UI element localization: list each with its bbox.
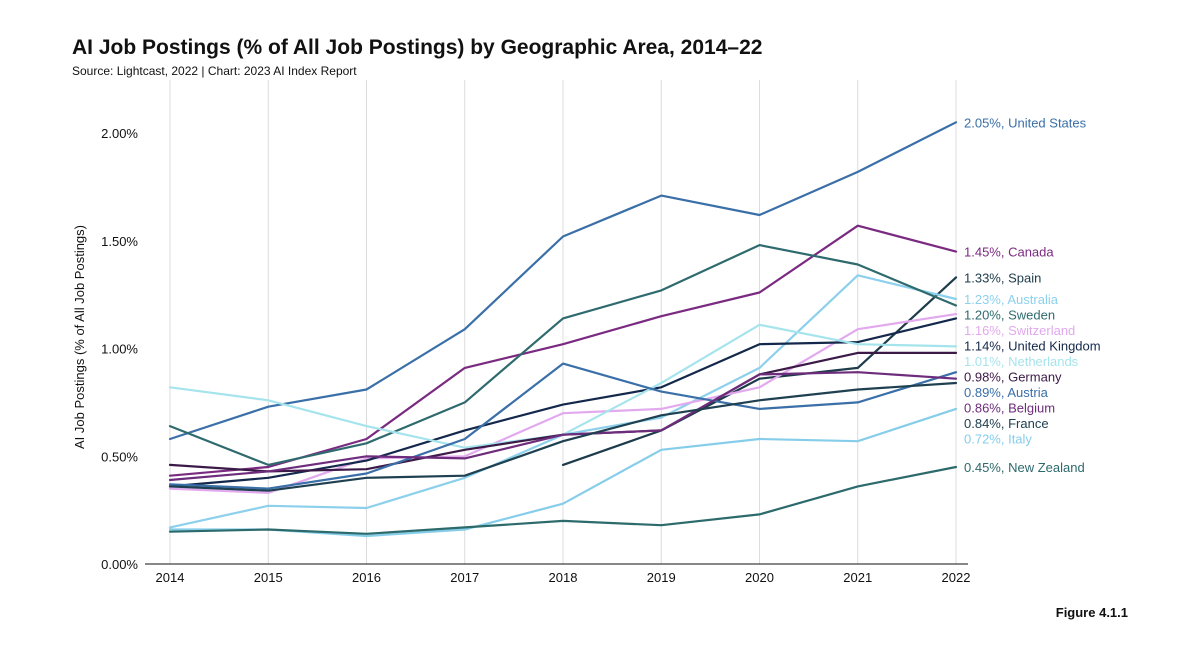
end-label-australia: 1.23%, Australia: [964, 292, 1059, 307]
x-tick-label: 2021: [843, 570, 872, 585]
end-label-germany: 0.98%, Germany: [964, 369, 1062, 384]
end-label-sweden: 1.20%, Sweden: [964, 307, 1055, 322]
series-line-france: [168, 381, 958, 492]
x-tick-label: 2018: [549, 570, 578, 585]
end-label-united-kingdom: 1.14%, United Kingdom: [964, 338, 1101, 353]
series-line-spain: [561, 276, 958, 466]
series-line-new-zealand: [168, 465, 958, 535]
end-label-spain: 1.33%, Spain: [964, 270, 1041, 285]
end-label-france: 0.84%, France: [964, 416, 1049, 431]
end-label-new-zealand: 0.45%, New Zealand: [964, 460, 1085, 475]
figure-label: Figure 4.1.1: [1055, 605, 1128, 620]
y-tick-label: 2.00%: [101, 126, 138, 141]
end-label-canada: 1.45%, Canada: [964, 245, 1054, 260]
series-line-austria: [168, 362, 958, 490]
end-labels: 2.05%, United States 1.45%, Canada 1.33%, …: [964, 115, 1101, 475]
x-tick-label: 2019: [647, 570, 676, 585]
series-line-belgium: [168, 371, 958, 482]
y-tick-label: 1.50%: [101, 234, 138, 249]
end-label-belgium: 0.86%, Belgium: [964, 400, 1055, 415]
chart-title: AI Job Postings (% of All Job Postings) …: [72, 36, 763, 59]
end-label-netherlands: 1.01%, Netherlands: [964, 354, 1079, 369]
x-tick-label: 2015: [254, 570, 283, 585]
series-lines: [168, 121, 958, 538]
y-axis-title: AI Job Postings (% of All Job Postings): [72, 225, 87, 449]
x-tick-label: 2022: [942, 570, 971, 585]
x-tick-label: 2017: [450, 570, 479, 585]
series-line-united-kingdom: [168, 317, 958, 488]
x-tick-label: 2020: [745, 570, 774, 585]
end-label-italy: 0.72%, Italy: [964, 431, 1032, 446]
series-line-united-states: [168, 121, 958, 441]
series-line-switzerland: [168, 313, 958, 494]
x-tick-label: 2014: [156, 570, 185, 585]
axes: 2014 2015 2016 2017 2018 2019 2020 2021 2022 0.00…: [72, 126, 970, 585]
y-tick-label: 0.00%: [101, 557, 138, 572]
x-tick-label: 2016: [352, 570, 381, 585]
y-tick-label: 0.50%: [101, 449, 138, 464]
chart-subtitle: Source: Lightcast, 2022 | Chart: 2023 AI…: [72, 64, 357, 78]
y-tick-label: 1.00%: [101, 342, 138, 357]
end-label-switzerland: 1.16%, Switzerland: [964, 323, 1075, 338]
series-line-sweden: [168, 244, 958, 466]
end-label-austria: 0.89%, Austria: [964, 385, 1049, 400]
end-label-united-states: 2.05%, United States: [964, 115, 1087, 130]
